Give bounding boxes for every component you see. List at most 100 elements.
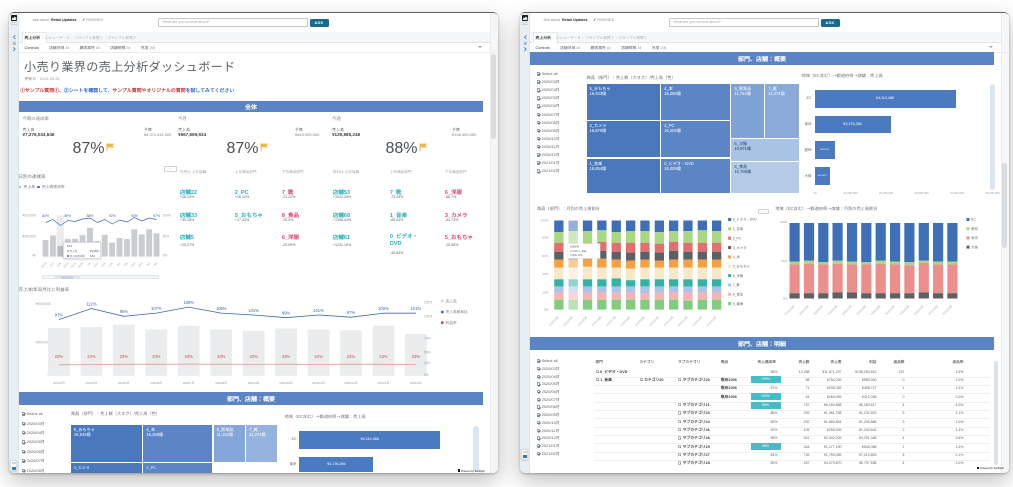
svg-text:23%: 23% bbox=[379, 354, 388, 360]
svg-text:101%: 101% bbox=[313, 307, 324, 313]
svg-text:20%: 20% bbox=[542, 289, 548, 294]
svg-text:109%: 109% bbox=[183, 299, 194, 305]
svg-text:1/19: 1/19 bbox=[100, 261, 107, 268]
svg-text:12/1: 12/1 bbox=[48, 261, 55, 268]
svg-text:6_洋服: 6_洋服 bbox=[732, 272, 743, 277]
svg-text:1/26: 1/26 bbox=[107, 261, 114, 268]
svg-text:2020/10月: 2020/10月 bbox=[648, 315, 660, 327]
svg-text:12/29: 12/29 bbox=[77, 261, 85, 269]
svg-text:2021/1月: 2021/1月 bbox=[377, 381, 389, 385]
svg-text:8_食品: 8_食品 bbox=[732, 291, 743, 296]
svg-text:25%: 25% bbox=[424, 359, 431, 364]
svg-text:2020/3月: 2020/3月 bbox=[53, 381, 65, 385]
svg-text:50%: 50% bbox=[163, 233, 170, 238]
svg-text:2/23: 2/23 bbox=[137, 261, 144, 268]
svg-text:22%: 22% bbox=[249, 354, 258, 360]
svg-text:22%: 22% bbox=[411, 354, 420, 360]
svg-text:¥2,000,000: ¥2,000,000 bbox=[879, 191, 893, 195]
svg-text:¥450,000K: ¥450,000K bbox=[35, 339, 51, 344]
svg-text:93%: 93% bbox=[131, 212, 138, 217]
svg-text:0%: 0% bbox=[163, 252, 168, 257]
svg-text:50%: 50% bbox=[781, 258, 787, 263]
svg-text:100%: 100% bbox=[424, 313, 432, 318]
svg-text:23%: 23% bbox=[184, 354, 193, 360]
svg-text:106%: 106% bbox=[215, 305, 226, 311]
svg-text:¥900,000K: ¥900,000K bbox=[35, 300, 51, 305]
svg-text:7_靴: 7_靴 bbox=[732, 282, 740, 287]
svg-text:2021/2月: 2021/2月 bbox=[410, 381, 422, 385]
svg-text:80%: 80% bbox=[542, 234, 548, 239]
svg-text:2020/10月: 2020/10月 bbox=[279, 381, 292, 385]
svg-text:2020/07月: 2020/07月 bbox=[841, 304, 853, 316]
svg-text:1_音楽: 1_音楽 bbox=[732, 226, 743, 231]
svg-text:99%: 99% bbox=[281, 310, 290, 316]
svg-text:40%: 40% bbox=[542, 271, 548, 276]
svg-text:2021/01月: 2021/01月 bbox=[691, 315, 703, 327]
svg-text:100%: 100% bbox=[780, 219, 788, 224]
svg-text:75%: 75% bbox=[424, 335, 431, 340]
svg-text:2020/07月: 2020/07月 bbox=[605, 315, 617, 327]
svg-text:23%: 23% bbox=[217, 354, 226, 360]
svg-text:2020/7月: 2020/7月 bbox=[182, 381, 194, 385]
svg-text:2_PC: 2_PC bbox=[732, 235, 741, 240]
svg-text:2020/04月: 2020/04月 bbox=[562, 315, 574, 327]
svg-text:1/12: 1/12 bbox=[92, 261, 99, 268]
svg-text:売上高前年比: 売上高前年比 bbox=[445, 309, 467, 315]
svg-text:利益率: 利益率 bbox=[445, 319, 456, 325]
svg-text:¥25,000K: ¥25,000K bbox=[22, 233, 37, 238]
svg-text:1/5: 1/5 bbox=[86, 261, 92, 267]
svg-text:2020/09月: 2020/09月 bbox=[634, 315, 646, 327]
svg-text:¥0: ¥0 bbox=[32, 252, 36, 257]
svg-text:¥1,000,000: ¥1,000,000 bbox=[843, 191, 857, 195]
svg-text:97%: 97% bbox=[346, 310, 355, 316]
svg-text:88%: 88% bbox=[86, 212, 93, 217]
svg-text:2020/12月: 2020/12月 bbox=[677, 315, 689, 327]
svg-text:利益率 16%: 利益率 16% bbox=[570, 253, 583, 257]
svg-text:0%: 0% bbox=[783, 295, 788, 300]
svg-text:2020/09月: 2020/09月 bbox=[869, 304, 881, 316]
svg-text:2/9: 2/9 bbox=[123, 261, 129, 267]
svg-text:100%: 100% bbox=[163, 212, 171, 217]
svg-text:97%: 97% bbox=[153, 212, 160, 217]
svg-text:+0.03% 1_音楽: +0.03% 1_音楽 bbox=[570, 249, 587, 253]
svg-text:22%: 22% bbox=[54, 354, 63, 360]
svg-text:12/22: 12/22 bbox=[69, 261, 77, 269]
svg-text:96%: 96% bbox=[119, 309, 128, 315]
svg-text:101%: 101% bbox=[410, 306, 421, 312]
svg-text:大阪: 大阪 bbox=[971, 244, 978, 249]
svg-text:2020/11月: 2020/11月 bbox=[662, 315, 674, 327]
svg-text:2020/11月: 2020/11月 bbox=[311, 381, 324, 385]
svg-text:2020/11月: 2020/11月 bbox=[898, 304, 910, 316]
svg-text:0_ビデオ・DVD: 0_ビデオ・DVD bbox=[732, 216, 756, 221]
svg-text:0%: 0% bbox=[544, 306, 549, 311]
svg-text:2020/12月: 2020/12月 bbox=[344, 381, 357, 385]
svg-text:東京: 東京 bbox=[971, 235, 978, 240]
svg-text:¥50,000K: ¥50,000K bbox=[22, 212, 37, 217]
svg-text:60%: 60% bbox=[542, 253, 548, 258]
svg-text:22%: 22% bbox=[314, 354, 323, 360]
svg-text:2020/03月: 2020/03月 bbox=[783, 304, 795, 316]
svg-text:100%: 100% bbox=[540, 217, 548, 222]
svg-text:¥3,000,000: ¥3,000,000 bbox=[914, 191, 928, 195]
svg-text:2021/02月: 2021/02月 bbox=[941, 304, 953, 316]
svg-text:23%: 23% bbox=[152, 354, 161, 360]
svg-text:2021/02月: 2021/02月 bbox=[705, 315, 717, 327]
svg-text:107%: 107% bbox=[151, 305, 162, 311]
svg-text:12/15: 12/15 bbox=[62, 261, 70, 269]
svg-text:2020/04月: 2020/04月 bbox=[798, 304, 810, 316]
svg-text:2020/5月: 2020/5月 bbox=[117, 381, 129, 385]
svg-text:12/8: 12/8 bbox=[55, 261, 62, 268]
svg-text:2020/04: 2020/04 bbox=[570, 244, 580, 248]
svg-text:89%: 89% bbox=[64, 212, 71, 217]
svg-text:2020/9月: 2020/9月 bbox=[247, 381, 259, 385]
svg-text:2020/12月: 2020/12月 bbox=[912, 304, 924, 316]
svg-text:100%: 100% bbox=[378, 306, 389, 312]
svg-text:¥4,000,000: ¥4,000,000 bbox=[950, 191, 964, 195]
svg-text:2020/08月: 2020/08月 bbox=[855, 304, 867, 316]
svg-text:84%: 84% bbox=[42, 212, 49, 217]
svg-text:2020/06月: 2020/06月 bbox=[826, 304, 838, 316]
svg-text:EC: EC bbox=[971, 216, 976, 221]
svg-text:3/9: 3/9 bbox=[153, 261, 159, 267]
svg-text:11/24: 11/24 bbox=[40, 261, 48, 269]
svg-text:50%: 50% bbox=[424, 349, 431, 354]
